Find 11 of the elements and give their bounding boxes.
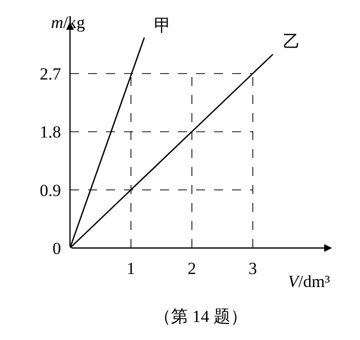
y-tick-label: 2.7 bbox=[40, 64, 62, 84]
text: （第 14 题） bbox=[154, 307, 248, 326]
y-tick-label: 1.8 bbox=[40, 122, 61, 142]
x-tick-label: 3 bbox=[248, 259, 258, 278]
x-tick-label: 1 bbox=[126, 259, 136, 278]
series-label: 甲 bbox=[154, 16, 171, 36]
y-tick-label: 0 bbox=[52, 238, 61, 258]
x-axis-title: V/dm³ bbox=[288, 272, 330, 291]
y-tick-label: 0.9 bbox=[40, 180, 61, 200]
x-tick-label: 2 bbox=[188, 259, 196, 278]
series-label: 乙 bbox=[283, 32, 300, 52]
